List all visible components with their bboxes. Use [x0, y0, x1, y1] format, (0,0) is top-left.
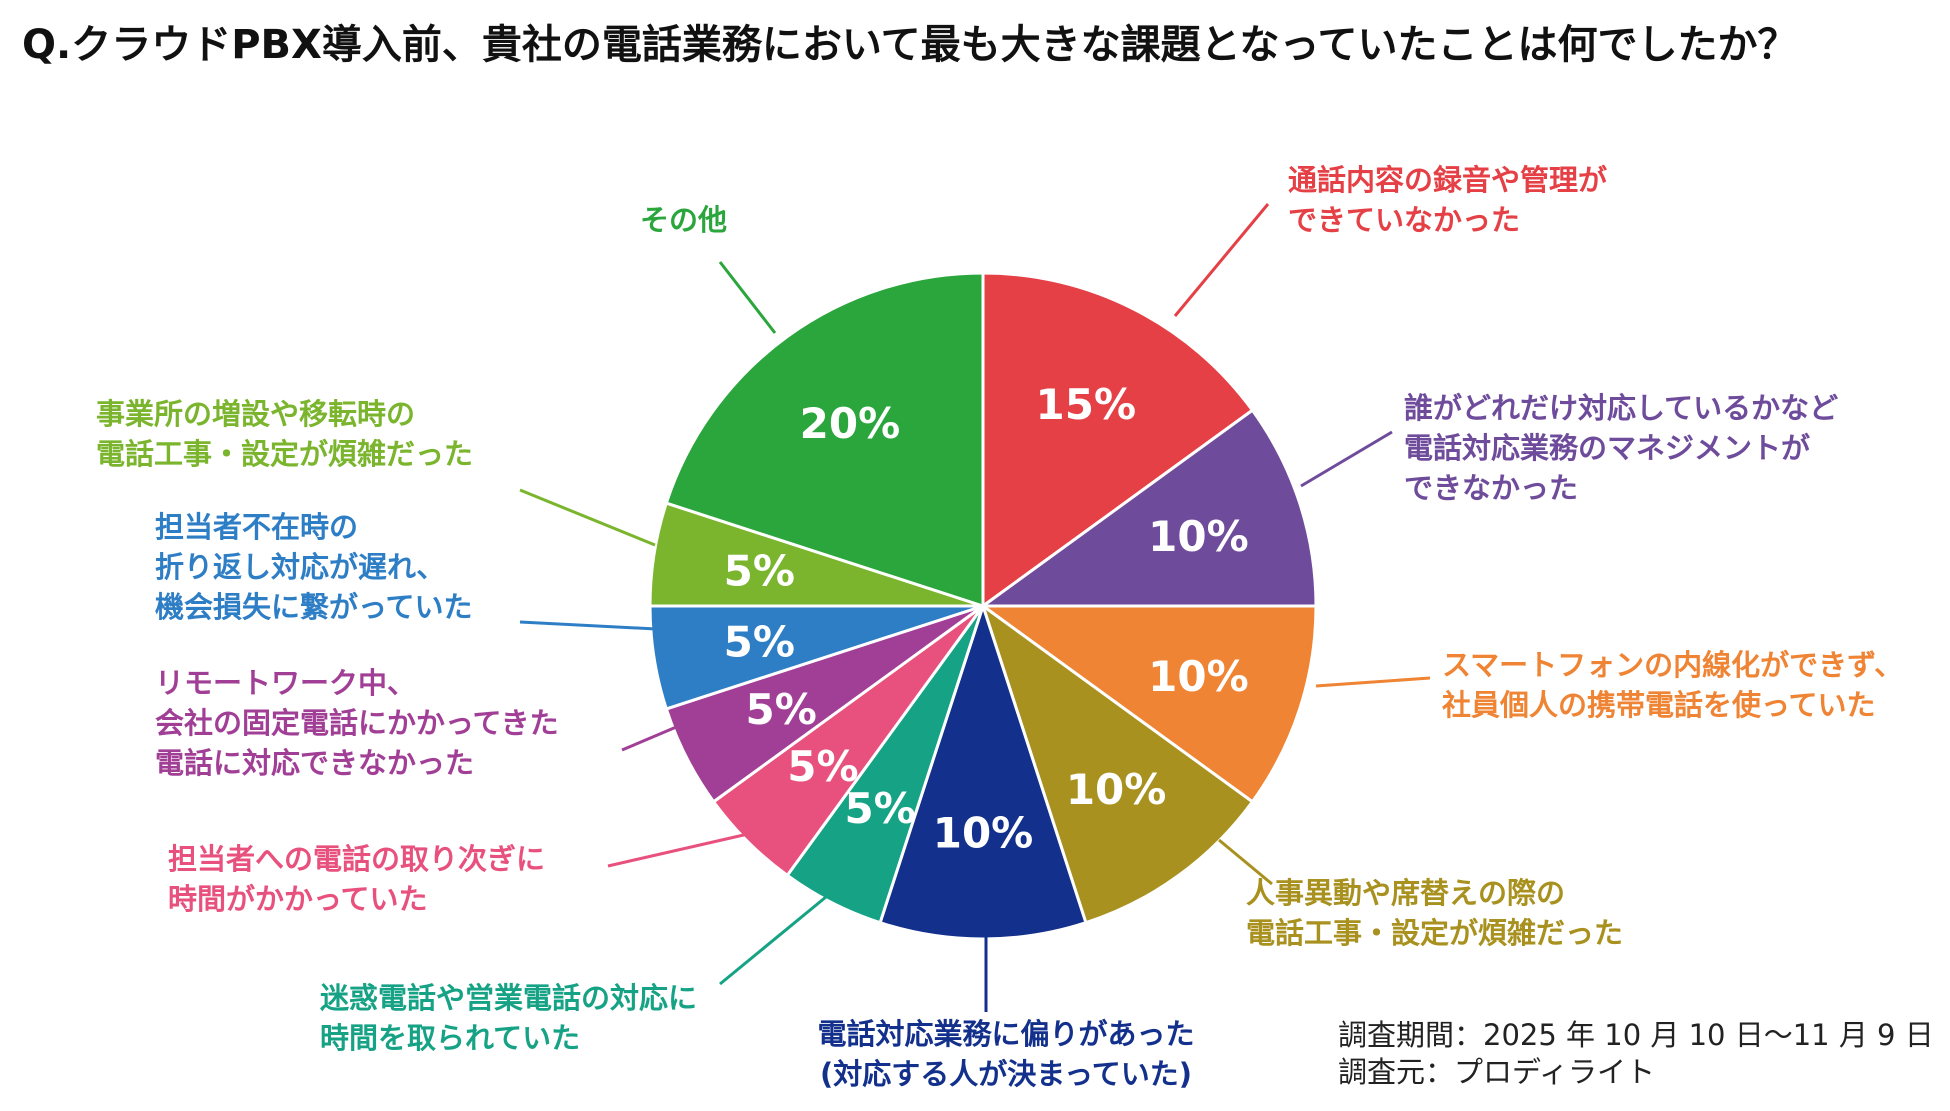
leader-line-6: [719, 890, 833, 986]
slice-value-label-1: 15%: [1036, 380, 1137, 429]
category-label-line: 折り返し対応が遅れ、: [155, 550, 445, 584]
category-label-line: 迷惑電話や営業電話の対応に: [320, 981, 697, 1015]
slice-value-label-10: 5%: [724, 547, 795, 596]
leader-line-7: [607, 832, 749, 868]
pie-slice-3: [981, 604, 1318, 804]
leader-line-2: [1300, 430, 1393, 488]
category-label-line: (対応する人が決まっていた): [820, 1057, 1192, 1091]
category-label-5: 電話対応業務に偏りがあった (対応する人が決まっていた): [817, 1017, 1194, 1091]
category-label-line: 担当者不在時の: [155, 510, 358, 544]
slice-value-label-9: 5%: [724, 617, 795, 666]
category-label-line: できなかった: [1404, 471, 1578, 505]
category-label-line: 時間を取られていた: [320, 1021, 580, 1055]
slice-value-label-11: 20%: [800, 399, 901, 448]
pie-slices: [648, 271, 1318, 941]
leader-line-11: [718, 261, 777, 334]
pie-slice-2: [981, 408, 1318, 608]
category-label-line: できていなかった: [1288, 203, 1520, 237]
category-label-line: 人事異動や席替えの際の: [1246, 876, 1565, 910]
category-label-7: 担当者への電話の取り次ぎに時間がかかっていた: [168, 842, 545, 916]
source-note: 調査期間：2025 年 10 月 10 日〜11 月 9 日調査元：プロディライ…: [1338, 1018, 1934, 1089]
category-label-1: 通話内容の録音や管理ができていなかった: [1288, 163, 1607, 237]
slice-value-label-3: 10%: [1148, 652, 1249, 701]
category-label-line: 会社の固定電話にかかってきた: [155, 706, 559, 740]
category-label-line: 誰がどれだけ対応しているかなど: [1404, 391, 1838, 425]
slice-value-label-5: 10%: [933, 808, 1034, 857]
category-label-line: 通話内容の録音や管理が: [1288, 163, 1607, 197]
pie-slice-1: [981, 271, 1254, 608]
slice-value-label-6: 5%: [845, 784, 916, 833]
category-label-line: 電話に対応できなかった: [155, 746, 474, 780]
category-labels: 通話内容の録音や管理ができていなかった誰がどれだけ対応しているかなど電話対応業務…: [96, 163, 1903, 1091]
category-label-line: 社員個人の携帯電話を使っていた: [1442, 688, 1876, 722]
survey-period: 調査期間：2025 年 10 月 10 日〜11 月 9 日: [1338, 1018, 1934, 1052]
category-label-line: スマートフォンの内線化ができず、: [1442, 648, 1903, 682]
category-label-10: 事業所の増設や移転時の電話工事・設定が煩雑だった: [96, 397, 473, 471]
category-label-11: その他: [640, 203, 727, 237]
category-label-line: 電話対応業務に偏りがあった: [817, 1017, 1194, 1051]
leader-line-8: [621, 723, 682, 752]
category-label-2: 誰がどれだけ対応しているかなど電話対応業務のマネジメントができなかった: [1404, 391, 1838, 505]
slice-value-label-7: 5%: [787, 742, 858, 791]
category-label-3: スマートフォンの内線化ができず、社員個人の携帯電話を使っていた: [1442, 648, 1903, 722]
leader-line-9: [519, 620, 657, 631]
category-label-line: その他: [640, 203, 727, 237]
pie-slice-11: [664, 271, 985, 608]
survey-source: 調査元：プロディライト: [1338, 1055, 1655, 1089]
leader-line-4: [1218, 838, 1273, 886]
category-label-line: 電話工事・設定が煩雑だった: [96, 437, 473, 471]
category-label-line: 電話対応業務のマネジメントが: [1404, 431, 1810, 465]
leader-line-1: [1173, 203, 1270, 317]
leader-line-10: [519, 488, 656, 547]
category-label-9: 担当者不在時の折り返し対応が遅れ、機会損失に繋がっていた: [155, 510, 473, 624]
category-label-8: リモートワーク中、会社の固定電話にかかってきた電話に対応できなかった: [155, 666, 559, 780]
slice-value-label-2: 10%: [1148, 512, 1249, 561]
category-label-line: 事業所の増設や移転時の: [96, 397, 415, 431]
pie-slice-5: [878, 604, 1088, 941]
category-label-line: 時間がかかっていた: [168, 882, 428, 916]
leader-line-3: [1315, 676, 1431, 688]
category-label-6: 迷惑電話や営業電話の対応に時間を取られていた: [320, 981, 697, 1055]
category-label-line: 電話工事・設定が煩雑だった: [1246, 916, 1623, 950]
slice-value-label-4: 10%: [1066, 765, 1167, 814]
slice-value-labels: 15%10%10%10%10%5%5%5%5%5%20%: [724, 380, 1249, 857]
category-label-line: 機会損失に繋がっていた: [155, 590, 473, 624]
chart-title: Q.クラウドPBX導入前、貴社の電話業務において最も大きな課題となっていたことは…: [22, 22, 1797, 68]
category-label-line: リモートワーク中、: [155, 666, 416, 700]
pie-slice-4: [981, 604, 1254, 925]
slice-value-label-8: 5%: [746, 685, 817, 734]
leader-lines: [519, 203, 1431, 1012]
category-label-line: 担当者への電話の取り次ぎに: [168, 842, 545, 876]
category-label-4: 人事異動や席替えの際の電話工事・設定が煩雑だった: [1246, 876, 1623, 950]
